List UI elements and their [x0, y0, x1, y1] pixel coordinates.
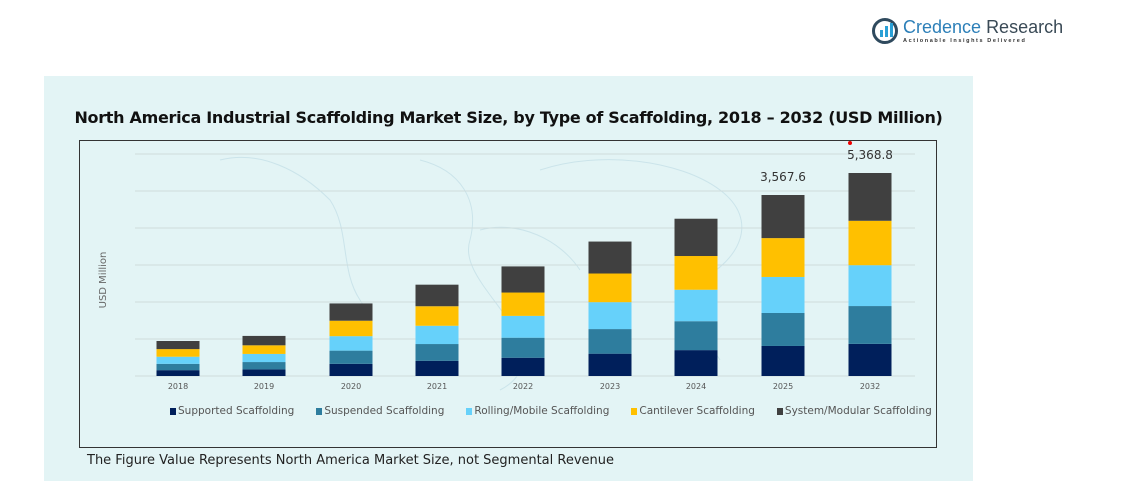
legend-swatch: [631, 407, 638, 415]
x-tick-label: 2024: [686, 382, 706, 391]
legend-swatch: [170, 407, 176, 415]
bar-segment-cantilever-scaffolding-2020: [329, 320, 373, 337]
legend-swatch: [316, 407, 323, 415]
credence-research-logo: Credence Research Actionable Insights De…: [872, 18, 1063, 44]
bar-segment-system-modular-scaffolding-2018: [156, 340, 200, 350]
bar-segment-supported-scaffolding-2025: [761, 345, 805, 376]
bar-segment-suspended-scaffolding-2022: [501, 337, 545, 358]
bar-segment-system-modular-scaffolding-2024: [674, 218, 718, 257]
chart-legend: Supported Scaffolding Suspended Scaffoldi…: [170, 405, 954, 417]
x-tick-label: 2025: [773, 382, 793, 391]
bar-segment-rolling-mobile-scaffolding-2021: [415, 325, 459, 345]
total-data-label: 5,368.8: [847, 148, 893, 162]
bar-segment-rolling-mobile-scaffolding-2024: [674, 289, 718, 322]
legend-label: Supported Scaffolding: [178, 405, 295, 417]
brand-name: Credence Research: [903, 17, 1064, 37]
legend-item: Cantilever Scaffolding: [631, 405, 755, 417]
x-tick-label: 2018: [168, 382, 188, 391]
bar-segment-rolling-mobile-scaffolding-2025: [761, 276, 805, 313]
legend-label: Suspended Scaffolding: [324, 405, 445, 417]
bar-segment-suspended-scaffolding-2020: [329, 350, 373, 364]
bar-segment-rolling-mobile-scaffolding-2022: [501, 315, 545, 338]
bar-segment-cantilever-scaffolding-2021: [415, 306, 459, 326]
legend-item: Rolling/Mobile Scaffolding: [466, 405, 609, 417]
bar-segment-cantilever-scaffolding-2023: [588, 273, 632, 303]
x-tick-label: 2023: [600, 382, 620, 391]
bar-segment-cantilever-scaffolding-2018: [156, 349, 200, 357]
bar-segment-supported-scaffolding-2021: [415, 360, 459, 376]
bar-segment-rolling-mobile-scaffolding-2019: [242, 353, 286, 363]
bar-segment-system-modular-scaffolding-2023: [588, 241, 632, 274]
legend-item: System/Modular Scaffolding: [776, 405, 932, 417]
x-tick-label: 2032: [860, 382, 880, 391]
bar-segment-suspended-scaffolding-2023: [588, 329, 632, 354]
x-tick-label: 2021: [427, 382, 447, 391]
y-axis-label: USD Million: [98, 252, 109, 309]
bar-segment-system-modular-scaffolding-2020: [329, 303, 373, 321]
bar-segment-rolling-mobile-scaffolding-2023: [588, 302, 632, 330]
legend-label: Rolling/Mobile Scaffolding: [474, 405, 610, 417]
bar-segment-rolling-mobile-scaffolding-2020: [329, 336, 373, 351]
bar-segment-supported-scaffolding-2023: [588, 353, 632, 376]
bar-segment-supported-scaffolding-2020: [329, 363, 373, 376]
bar-segment-system-modular-scaffolding-2019: [242, 335, 286, 346]
bar-segment-cantilever-scaffolding-2025: [761, 238, 805, 277]
bar-segment-suspended-scaffolding-2025: [761, 312, 805, 346]
chart-frame: [79, 140, 937, 448]
bar-segment-suspended-scaffolding-2024: [674, 321, 718, 351]
bar-segment-system-modular-scaffolding-2032: [848, 173, 892, 221]
bar-segment-system-modular-scaffolding-2022: [501, 266, 545, 293]
footnote: The Figure Value Represents North Americ…: [87, 453, 615, 468]
bar-segment-supported-scaffolding-2022: [501, 357, 545, 376]
bar-segment-supported-scaffolding-2024: [674, 350, 718, 376]
legend-swatch: [776, 407, 783, 415]
bar-segment-cantilever-scaffolding-2024: [674, 256, 718, 290]
marker-dot: [848, 141, 852, 145]
logo-bars-icon: [872, 18, 898, 44]
x-tick-label: 2019: [254, 382, 274, 391]
bar-segment-supported-scaffolding-2019: [242, 369, 286, 376]
bar-segment-suspended-scaffolding-2021: [415, 344, 459, 361]
world-map-background: [219, 156, 743, 391]
brand-tagline: Actionable Insights Delivered: [903, 38, 1027, 44]
legend-label: System/Modular Scaffolding: [784, 405, 932, 417]
total-data-label: 3,567.6: [760, 170, 806, 184]
bar-segment-suspended-scaffolding-2032: [848, 306, 892, 344]
x-tick-label: 2022: [513, 382, 533, 391]
bar-segment-suspended-scaffolding-2019: [242, 362, 286, 370]
legend-label: Cantilever Scaffolding: [639, 405, 755, 417]
bar-segment-cantilever-scaffolding-2019: [242, 345, 286, 354]
bar-segment-rolling-mobile-scaffolding-2032: [848, 265, 892, 307]
bar-segment-system-modular-scaffolding-2025: [761, 195, 805, 239]
bar-segment-rolling-mobile-scaffolding-2018: [156, 356, 200, 364]
bar-segment-cantilever-scaffolding-2022: [501, 292, 545, 316]
legend-item: Suspended Scaffolding: [316, 405, 444, 417]
x-tick-label: 2020: [341, 382, 361, 391]
bar-segment-cantilever-scaffolding-2032: [848, 220, 892, 266]
bar-segment-supported-scaffolding-2018: [156, 370, 200, 376]
legend-swatch: [466, 407, 473, 415]
bar-segment-supported-scaffolding-2032: [848, 343, 892, 376]
bar-segment-suspended-scaffolding-2018: [156, 363, 200, 371]
legend-item: Supported Scaffolding: [170, 405, 294, 417]
chart-title: North America Industrial Scaffolding Mar…: [74, 108, 943, 127]
bar-segment-system-modular-scaffolding-2021: [415, 284, 459, 307]
